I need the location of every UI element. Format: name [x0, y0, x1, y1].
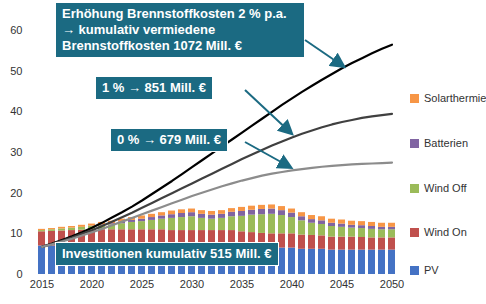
- html-text:Solarthermie: Solarthermie: [424, 92, 486, 104]
- svg-text:2030: 2030: [180, 278, 204, 290]
- svg-text:60: 60: [10, 24, 22, 36]
- html-text:Wind Off: Wind Off: [424, 182, 467, 194]
- svg-text:2045: 2045: [330, 278, 354, 290]
- html-text:PV: PV: [424, 264, 439, 276]
- svg-text:2040: 2040: [280, 278, 304, 290]
- svg-text:2015: 2015: [30, 278, 54, 290]
- html-text:0 % → 679 Mill. €: 0 % → 679 Mill. €: [117, 132, 221, 147]
- svg-text:10: 10: [10, 227, 22, 239]
- svg-text:50: 50: [10, 65, 22, 77]
- svg-text:2035: 2035: [230, 278, 254, 290]
- svg-text:20: 20: [10, 187, 22, 199]
- svg-text:40: 40: [10, 105, 22, 117]
- svg-text:2050: 2050: [380, 278, 404, 290]
- svg-text:2020: 2020: [80, 278, 104, 290]
- html-text:1 % → 851 Mill. €: 1 % → 851 Mill. €: [102, 80, 206, 95]
- svg-text:30: 30: [10, 146, 22, 158]
- html-text:Wind On: Wind On: [424, 226, 467, 238]
- html-text:Batterien: Batterien: [424, 137, 468, 149]
- svg-text:2025: 2025: [130, 278, 154, 290]
- svg-text:0: 0: [16, 268, 22, 280]
- html-text:Erhöhung Brennstoffkosten 2 %: Erhöhung Brennstoffkosten 2 % p.a. → kum…: [62, 6, 287, 53]
- html-text:Investitionen kumulativ 515 Mi: Investitionen kumulativ 515 Mill. €: [62, 246, 272, 261]
